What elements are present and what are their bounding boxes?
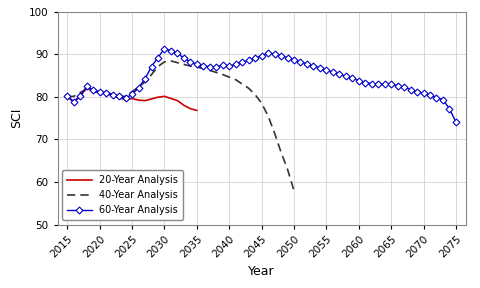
20-Year Analysis — [103, 92, 109, 95]
40-Year Analysis — [103, 91, 109, 94]
20-Year Analysis — [77, 94, 83, 98]
40-Year Analysis — [129, 90, 135, 93]
40-Year Analysis — [84, 87, 90, 91]
40-Year Analysis — [175, 61, 180, 65]
20-Year Analysis — [188, 107, 193, 110]
20-Year Analysis — [142, 99, 148, 102]
Line: 60-Year Analysis: 60-Year Analysis — [65, 46, 458, 124]
40-Year Analysis — [110, 92, 116, 96]
Legend: 20-Year Analysis, 40-Year Analysis, 60-Year Analysis: 20-Year Analysis, 40-Year Analysis, 60-Y… — [62, 170, 183, 220]
40-Year Analysis — [162, 60, 168, 64]
20-Year Analysis — [149, 97, 155, 101]
40-Year Analysis — [136, 85, 142, 89]
60-Year Analysis — [64, 94, 70, 98]
40-Year Analysis — [155, 65, 161, 68]
40-Year Analysis — [123, 95, 129, 98]
40-Year Analysis — [90, 90, 96, 93]
40-Year Analysis — [265, 114, 271, 118]
60-Year Analysis — [453, 120, 459, 124]
20-Year Analysis — [97, 91, 103, 94]
40-Year Analysis — [188, 64, 193, 68]
60-Year Analysis — [278, 54, 284, 58]
40-Year Analysis — [181, 63, 187, 66]
X-axis label: Year: Year — [248, 265, 275, 278]
20-Year Analysis — [110, 94, 116, 98]
40-Year Analysis — [71, 95, 77, 98]
40-Year Analysis — [272, 131, 277, 135]
20-Year Analysis — [181, 104, 187, 107]
20-Year Analysis — [194, 109, 200, 112]
20-Year Analysis — [64, 95, 70, 98]
60-Year Analysis — [155, 56, 161, 59]
20-Year Analysis — [175, 99, 180, 102]
60-Year Analysis — [162, 47, 168, 50]
40-Year Analysis — [142, 80, 148, 84]
60-Year Analysis — [304, 62, 310, 66]
60-Year Analysis — [207, 65, 213, 68]
20-Year Analysis — [168, 97, 174, 100]
60-Year Analysis — [142, 77, 148, 81]
40-Year Analysis — [207, 69, 213, 72]
40-Year Analysis — [291, 189, 297, 192]
Line: 20-Year Analysis: 20-Year Analysis — [67, 88, 197, 110]
40-Year Analysis — [201, 67, 206, 70]
40-Year Analysis — [77, 91, 83, 94]
Y-axis label: SCI: SCI — [11, 108, 24, 128]
20-Year Analysis — [162, 95, 168, 98]
40-Year Analysis — [285, 168, 290, 171]
40-Year Analysis — [240, 82, 245, 86]
20-Year Analysis — [71, 100, 77, 104]
20-Year Analysis — [90, 90, 96, 93]
20-Year Analysis — [84, 86, 90, 90]
40-Year Analysis — [246, 86, 252, 90]
40-Year Analysis — [168, 59, 174, 63]
40-Year Analysis — [116, 95, 122, 98]
60-Year Analysis — [408, 88, 413, 91]
40-Year Analysis — [97, 91, 103, 94]
40-Year Analysis — [194, 65, 200, 69]
40-Year Analysis — [64, 95, 70, 98]
20-Year Analysis — [129, 97, 135, 100]
40-Year Analysis — [149, 73, 155, 76]
20-Year Analysis — [123, 98, 129, 101]
40-Year Analysis — [259, 101, 264, 105]
20-Year Analysis — [116, 96, 122, 99]
40-Year Analysis — [214, 71, 219, 74]
20-Year Analysis — [136, 98, 142, 102]
40-Year Analysis — [227, 75, 232, 79]
20-Year Analysis — [155, 95, 161, 99]
Line: 40-Year Analysis: 40-Year Analysis — [67, 61, 294, 191]
40-Year Analysis — [220, 73, 226, 76]
40-Year Analysis — [278, 150, 284, 154]
40-Year Analysis — [252, 93, 258, 96]
40-Year Analysis — [233, 78, 239, 82]
